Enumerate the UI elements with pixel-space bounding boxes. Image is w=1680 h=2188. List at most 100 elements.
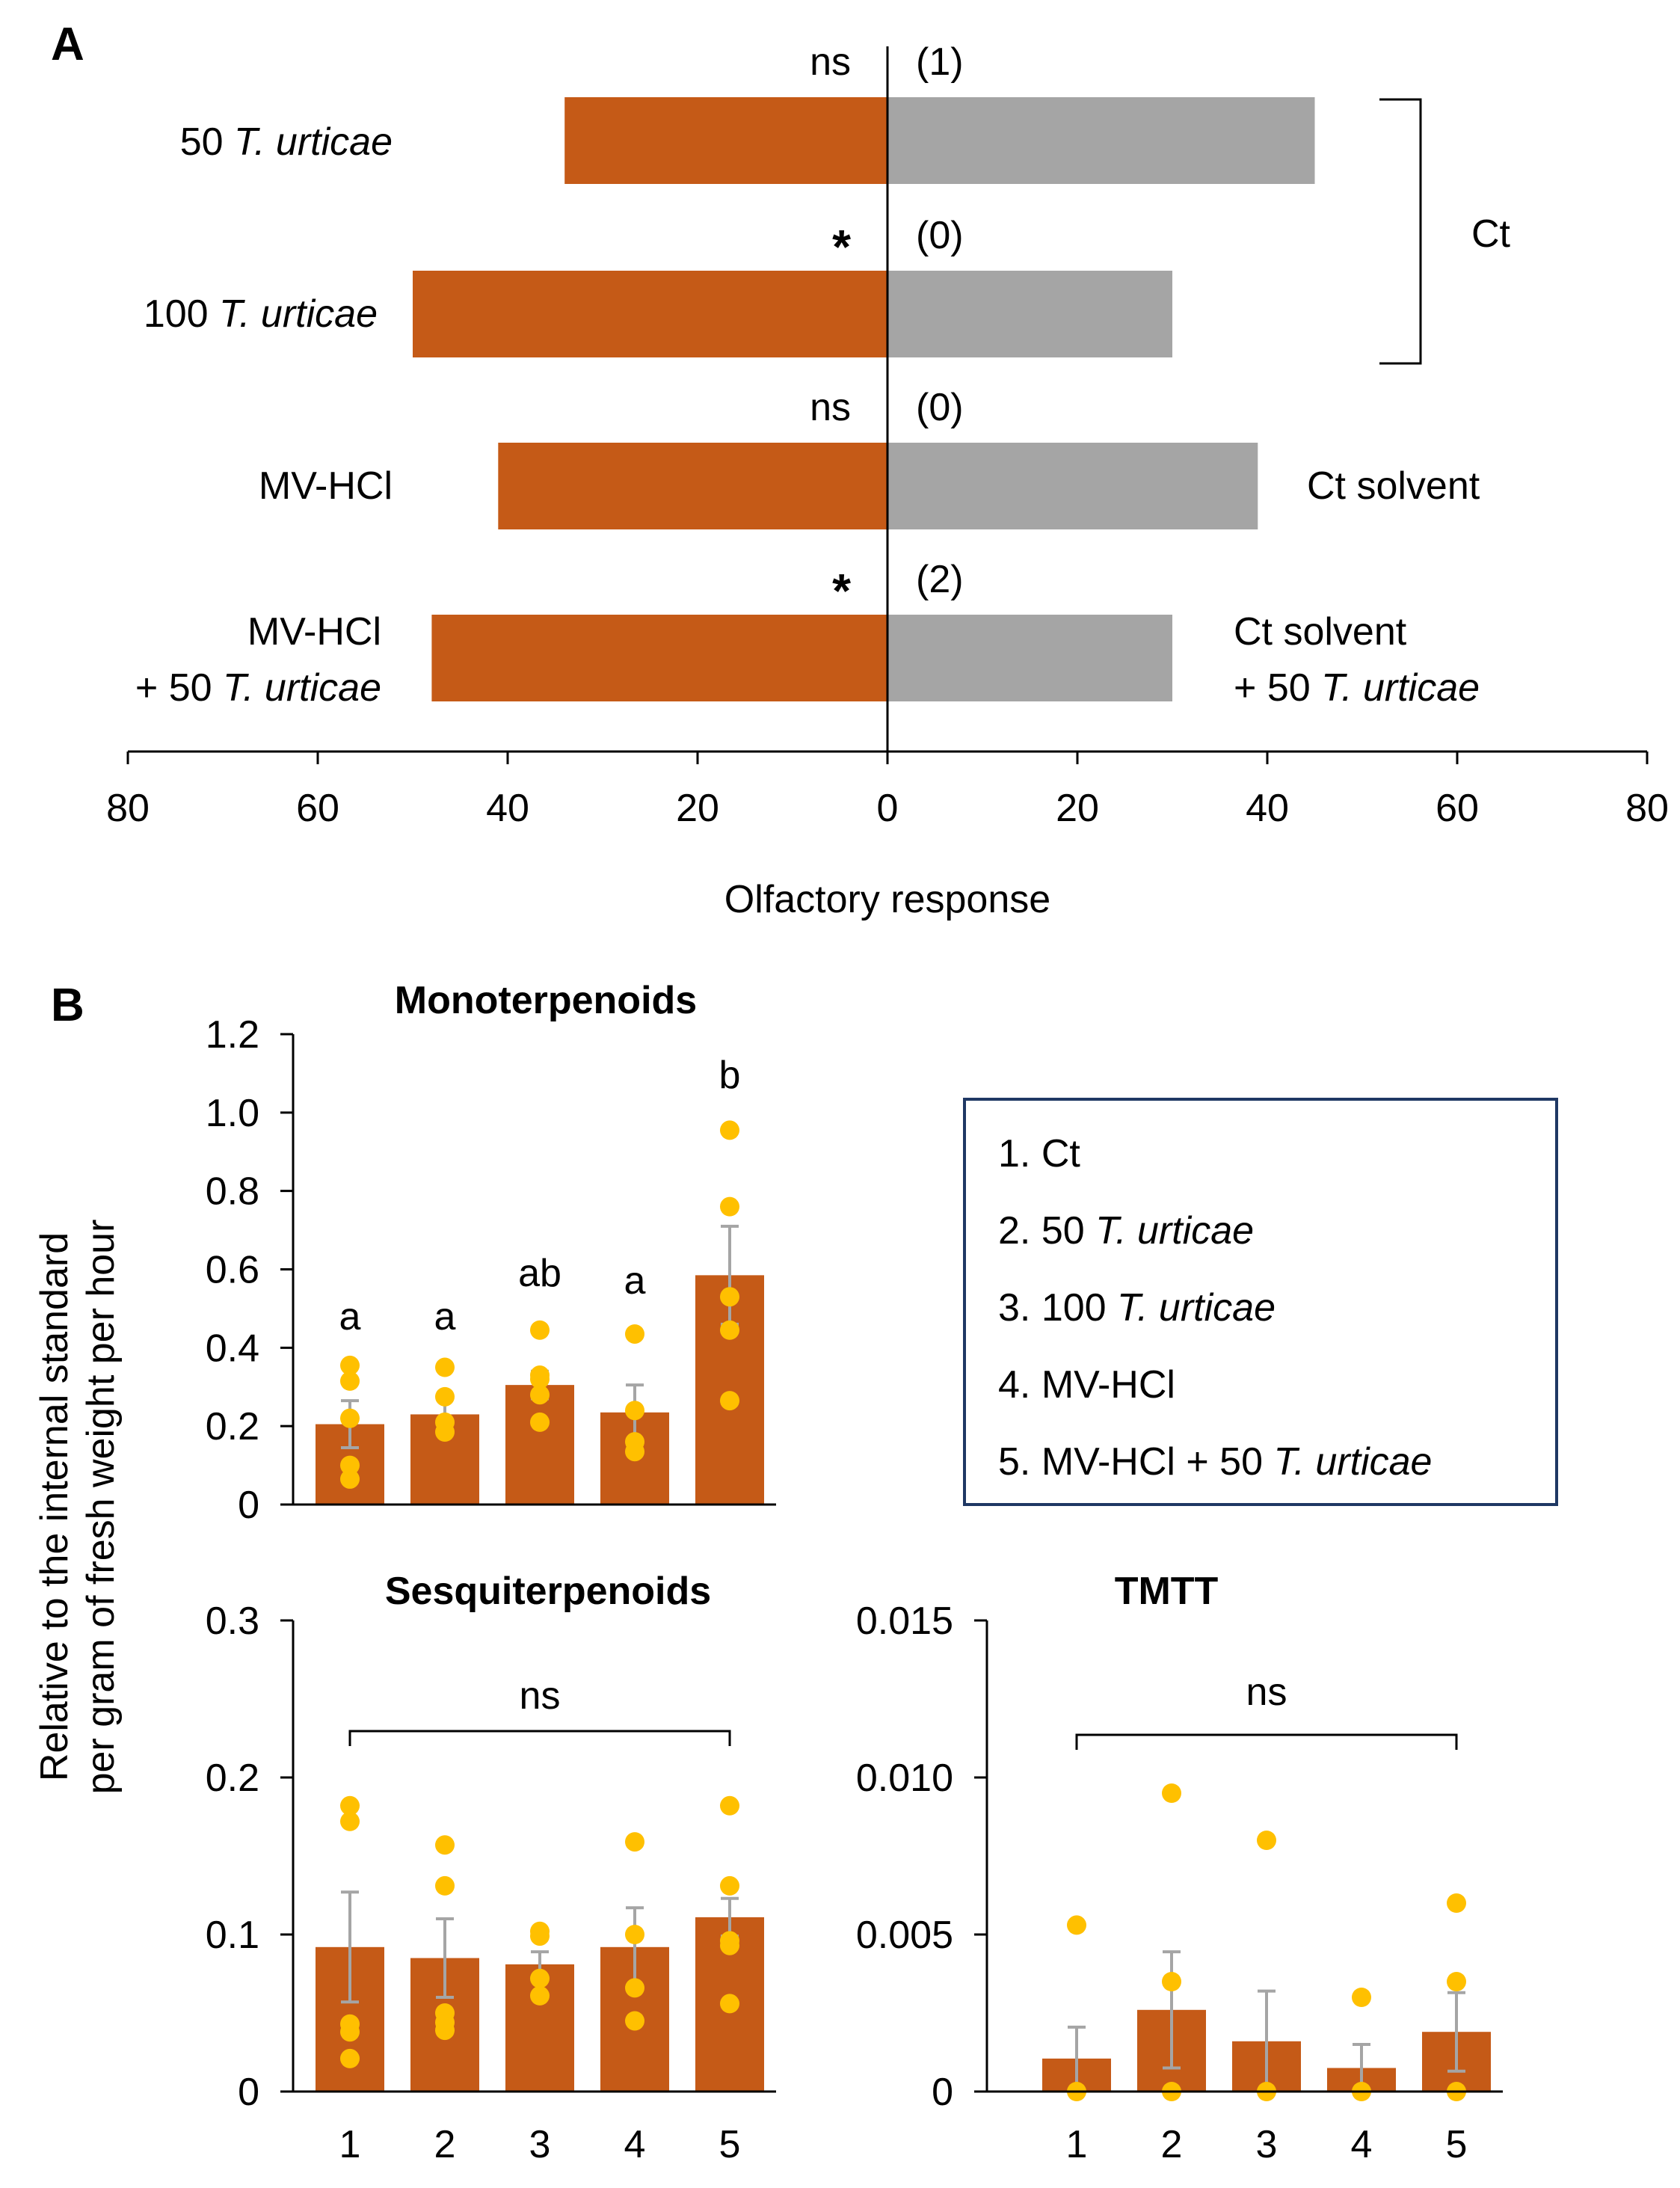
- ct-solvent-t-label-line1: Ct solvent: [1234, 610, 1407, 654]
- mono-point-1-5: [340, 1469, 360, 1489]
- tmtt-y-tick-label-4: 0.015: [856, 1599, 953, 1643]
- mono-point-3-5: [530, 1412, 550, 1432]
- row-label-1: 50 T. urticae: [180, 120, 393, 164]
- mono-point-5-4: [720, 1320, 739, 1340]
- row-label-4-line2: + 50 T. urticae: [135, 666, 381, 710]
- mono-bar-3: [505, 1385, 574, 1505]
- legend-item-3: 3. 100 T. urticae: [998, 1286, 1276, 1330]
- mono-point-1-1: [340, 1355, 360, 1375]
- mono-sig-letter-3: ab: [518, 1252, 561, 1295]
- bar-right-2: [887, 271, 1172, 357]
- sesqui-x-tick-label-3: 3: [529, 2123, 551, 2166]
- sesqui-point-5-1: [720, 1795, 739, 1816]
- legend-item-1-text: 1. Ct: [998, 1132, 1080, 1176]
- tmtt-title: TMTT: [1115, 1570, 1219, 1613]
- mono-sig-letter-2: a: [434, 1295, 456, 1339]
- ct-solvent-t-count: + 50: [1234, 666, 1321, 710]
- bar-right-3: [887, 443, 1258, 529]
- x-tick-label-4: 20: [676, 787, 719, 830]
- sesqui-point-2-2: [435, 1875, 455, 1896]
- row-label-4-species: T. urticae: [223, 666, 381, 710]
- no-choice-count-2: (0): [916, 214, 964, 257]
- x-tick-label-3: 40: [486, 787, 529, 830]
- mono-point-3-1: [530, 1320, 550, 1340]
- bar-left-3: [498, 443, 887, 529]
- x-tick-label-7: 40: [1246, 787, 1289, 830]
- ct-solvent-t-species: T. urticae: [1321, 666, 1480, 710]
- no-choice-count-4: (2): [916, 558, 964, 601]
- sesqui-point-5-4: [720, 1935, 739, 1955]
- mono-point-2-4: [435, 1422, 455, 1442]
- bar-left-2: [413, 271, 887, 357]
- mono-y-tick-label-6: 1.0: [206, 1092, 259, 1135]
- sesqui-x-tick-label-2: 2: [434, 2123, 456, 2166]
- sesqui-y-tick-label-1: 0: [238, 2071, 259, 2114]
- mono-point-3-4: [530, 1385, 550, 1405]
- x-axis-title: Olfactory response: [724, 878, 1050, 921]
- mono-point-1-3: [340, 1408, 360, 1428]
- legend-item-5-species: T. urticae: [1273, 1440, 1432, 1484]
- sesqui-y-tick-label-2: 0.1: [206, 1914, 259, 1957]
- tmtt-y-tick-label-2: 0.005: [856, 1914, 953, 1957]
- legend-item-4-text: 4. MV-HCl: [998, 1363, 1175, 1407]
- ct-bracket: [1379, 98, 1422, 365]
- sesqui-y-tick-label-3: 0.2: [206, 1757, 259, 1800]
- mono-point-5-5: [720, 1391, 739, 1411]
- legend-item-2: 2. 50 T. urticae: [998, 1209, 1254, 1253]
- tmtt-x-tick-label-2: 2: [1161, 2123, 1183, 2166]
- no-choice-count-1: (1): [916, 40, 964, 84]
- sesqui-point-2-1: [435, 1835, 455, 1855]
- tmtt-x-tick-label-3: 3: [1256, 2123, 1278, 2166]
- legend-item-2-species: T. urticae: [1095, 1209, 1254, 1253]
- sesqui-y-tick-label-4: 0.3: [206, 1599, 259, 1643]
- sesqui-x-tick-label-4: 4: [624, 2123, 646, 2166]
- mono-point-1-4: [340, 1455, 360, 1475]
- mono-y-tick-label-7: 1.2: [206, 1013, 259, 1057]
- legend-box: [963, 1098, 1558, 1506]
- mono-point-2-1: [435, 1357, 455, 1377]
- sesqui-point-3-2: [530, 1926, 550, 1946]
- x-tick-label-1: 80: [106, 787, 150, 830]
- sesqui-point-2-5: [435, 2020, 455, 2041]
- mono-point-4-1: [625, 1324, 644, 1344]
- tmtt-point-3-1: [1257, 1831, 1276, 1850]
- mono-y-tick-label-5: 0.8: [206, 1170, 259, 1214]
- x-tick-label-2: 60: [296, 787, 339, 830]
- shared-y-axis-title-line2: per gram of fresh weight per hour: [79, 1220, 123, 1795]
- bar-left-1: [564, 97, 887, 184]
- sesqui-title: Sesquiterpenoids: [385, 1570, 711, 1613]
- mono-point-5-3: [720, 1287, 739, 1307]
- no-choice-count-3: (0): [916, 386, 964, 429]
- tmtt-point-2-1: [1162, 1783, 1181, 1803]
- sesqui-point-4-3: [625, 1978, 644, 1998]
- row-label-2-species: T. urticae: [219, 292, 378, 336]
- ct-label: Ct: [1471, 212, 1511, 256]
- mono-point-4-4: [625, 1442, 644, 1462]
- ct-solvent-t-label-line2: + 50 T. urticae: [1234, 666, 1480, 710]
- sesqui-point-1-4: [340, 2022, 360, 2042]
- tmtt-sig-bracket: [1075, 1733, 1458, 1750]
- row-label-1-count: 50: [180, 120, 234, 164]
- mono-y-tick-label-3: 0.4: [206, 1327, 259, 1370]
- sesqui-point-1-2: [340, 1811, 360, 1831]
- mono-y-tick-label-1: 0: [238, 1484, 259, 1527]
- panel-b-label: B: [51, 980, 84, 1031]
- mono-point-3-3: [530, 1369, 550, 1389]
- shared-y-axis-title-line1: Relative to the internal standard: [33, 1232, 76, 1781]
- sesqui-x-tick-label-1: 1: [339, 2123, 361, 2166]
- tmtt-point-5-2: [1447, 1972, 1466, 1991]
- mono-y-tick-label-4: 0.6: [206, 1249, 259, 1292]
- mono-point-5-2: [720, 1196, 739, 1217]
- legend-item-2-text: 2. 50: [998, 1209, 1095, 1253]
- sesqui-point-3-4: [530, 1985, 550, 2006]
- panel-b: B Relative to the internal standardper gr…: [33, 979, 1558, 2166]
- tmtt-point-2-2: [1162, 1972, 1181, 1991]
- tmtt-x-tick-label-1: 1: [1066, 2123, 1088, 2166]
- legend-item-4: 4. MV-HCl: [998, 1363, 1175, 1407]
- sesqui-point-4-2: [625, 1925, 644, 1944]
- x-tick-label-8: 60: [1436, 787, 1479, 830]
- sesqui-point-4-4: [625, 2011, 644, 2031]
- mono-title: Monoterpenoids: [395, 979, 697, 1022]
